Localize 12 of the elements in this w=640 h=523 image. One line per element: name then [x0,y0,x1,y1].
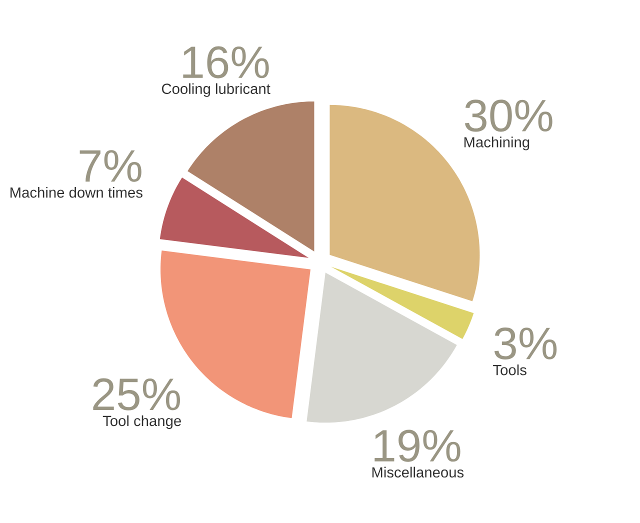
slice-label: Tool change [102,415,181,429]
slice-label: Cooling lubricant [162,83,270,97]
data-label: 25% [93,378,180,410]
data-label: 7% [80,150,142,182]
data-label: 16% [183,46,269,78]
slice-label: Miscellaneous [372,466,464,478]
slice-label: Machine down times [10,186,142,198]
slice-label: Machining [464,136,530,150]
slice-label: Tools [493,364,526,376]
data-label: 30% [464,100,552,132]
data-label: 19% [374,430,460,462]
data-label: 3% [494,327,557,360]
